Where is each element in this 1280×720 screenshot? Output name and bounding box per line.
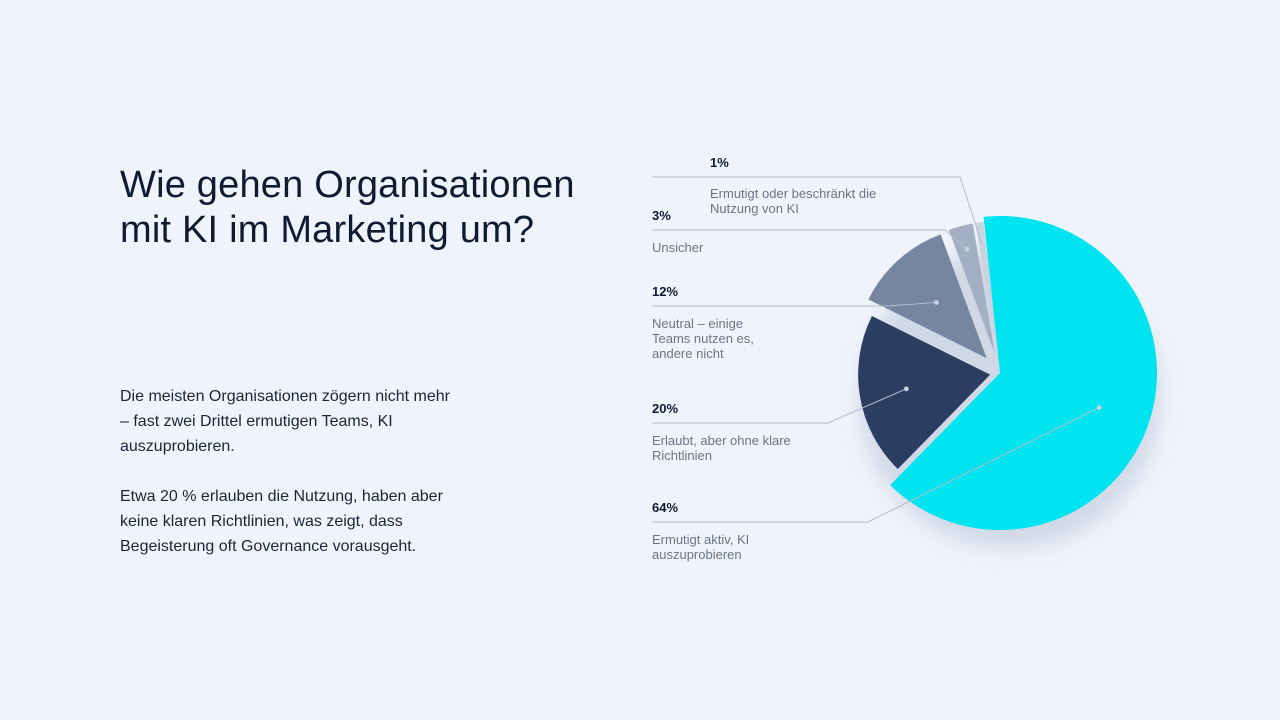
pie-slice-3 (868, 234, 987, 359)
callout-line-4 (652, 229, 968, 250)
pie-slice-1 (890, 216, 1157, 530)
slice-value-label-3: 12% (652, 284, 678, 299)
callout-dot-1 (1096, 405, 1102, 410)
slice-value-label-2: 20% (652, 401, 678, 416)
callout-dot-3 (934, 300, 939, 305)
slice-category-label-4: Unsicher (652, 240, 704, 255)
callout-line-3 (652, 301, 937, 307)
slice-category-label-1: Ermutigt aktiv, KI (652, 532, 749, 547)
description-paragraph-1: Die meisten Organisationen zögern nicht … (120, 388, 450, 455)
slice-category-label-3: Teams nutzen es, (652, 331, 754, 346)
slice-category-label-3: Neutral – einige (652, 316, 743, 331)
pie-slice-4 (948, 223, 995, 354)
slice-value-label-1: 64% (652, 500, 678, 515)
slice-category-label-2: Erlaubt, aber ohne klare (652, 433, 791, 448)
slice-value-label-5: 1% (710, 155, 729, 170)
callout-line-5 (652, 176, 984, 247)
callout-dot-5 (980, 243, 986, 249)
slice-value-label-4: 3% (652, 208, 671, 223)
callout-line-1 (652, 407, 1100, 523)
slice-category-label-2: Richtlinien (652, 448, 712, 463)
description-paragraph-2: Etwa 20 % erlauben die Nutzung, haben ab… (120, 488, 443, 555)
slice-category-label-3: andere nicht (652, 346, 724, 361)
pie-slice-2 (858, 315, 991, 469)
slice-category-label-5: Nutzung von KI (710, 201, 799, 216)
callout-dot-4 (964, 246, 970, 252)
callout-line-2 (652, 388, 907, 424)
pie-slice-5 (975, 221, 998, 354)
page-title: Wie gehen Organisationen mit KI im Marke… (120, 164, 575, 251)
slice-category-label-1: auszuprobieren (652, 547, 742, 562)
slice-category-label-5: Ermutigt oder beschränkt die (710, 186, 876, 201)
callout-dot-2 (903, 386, 909, 392)
